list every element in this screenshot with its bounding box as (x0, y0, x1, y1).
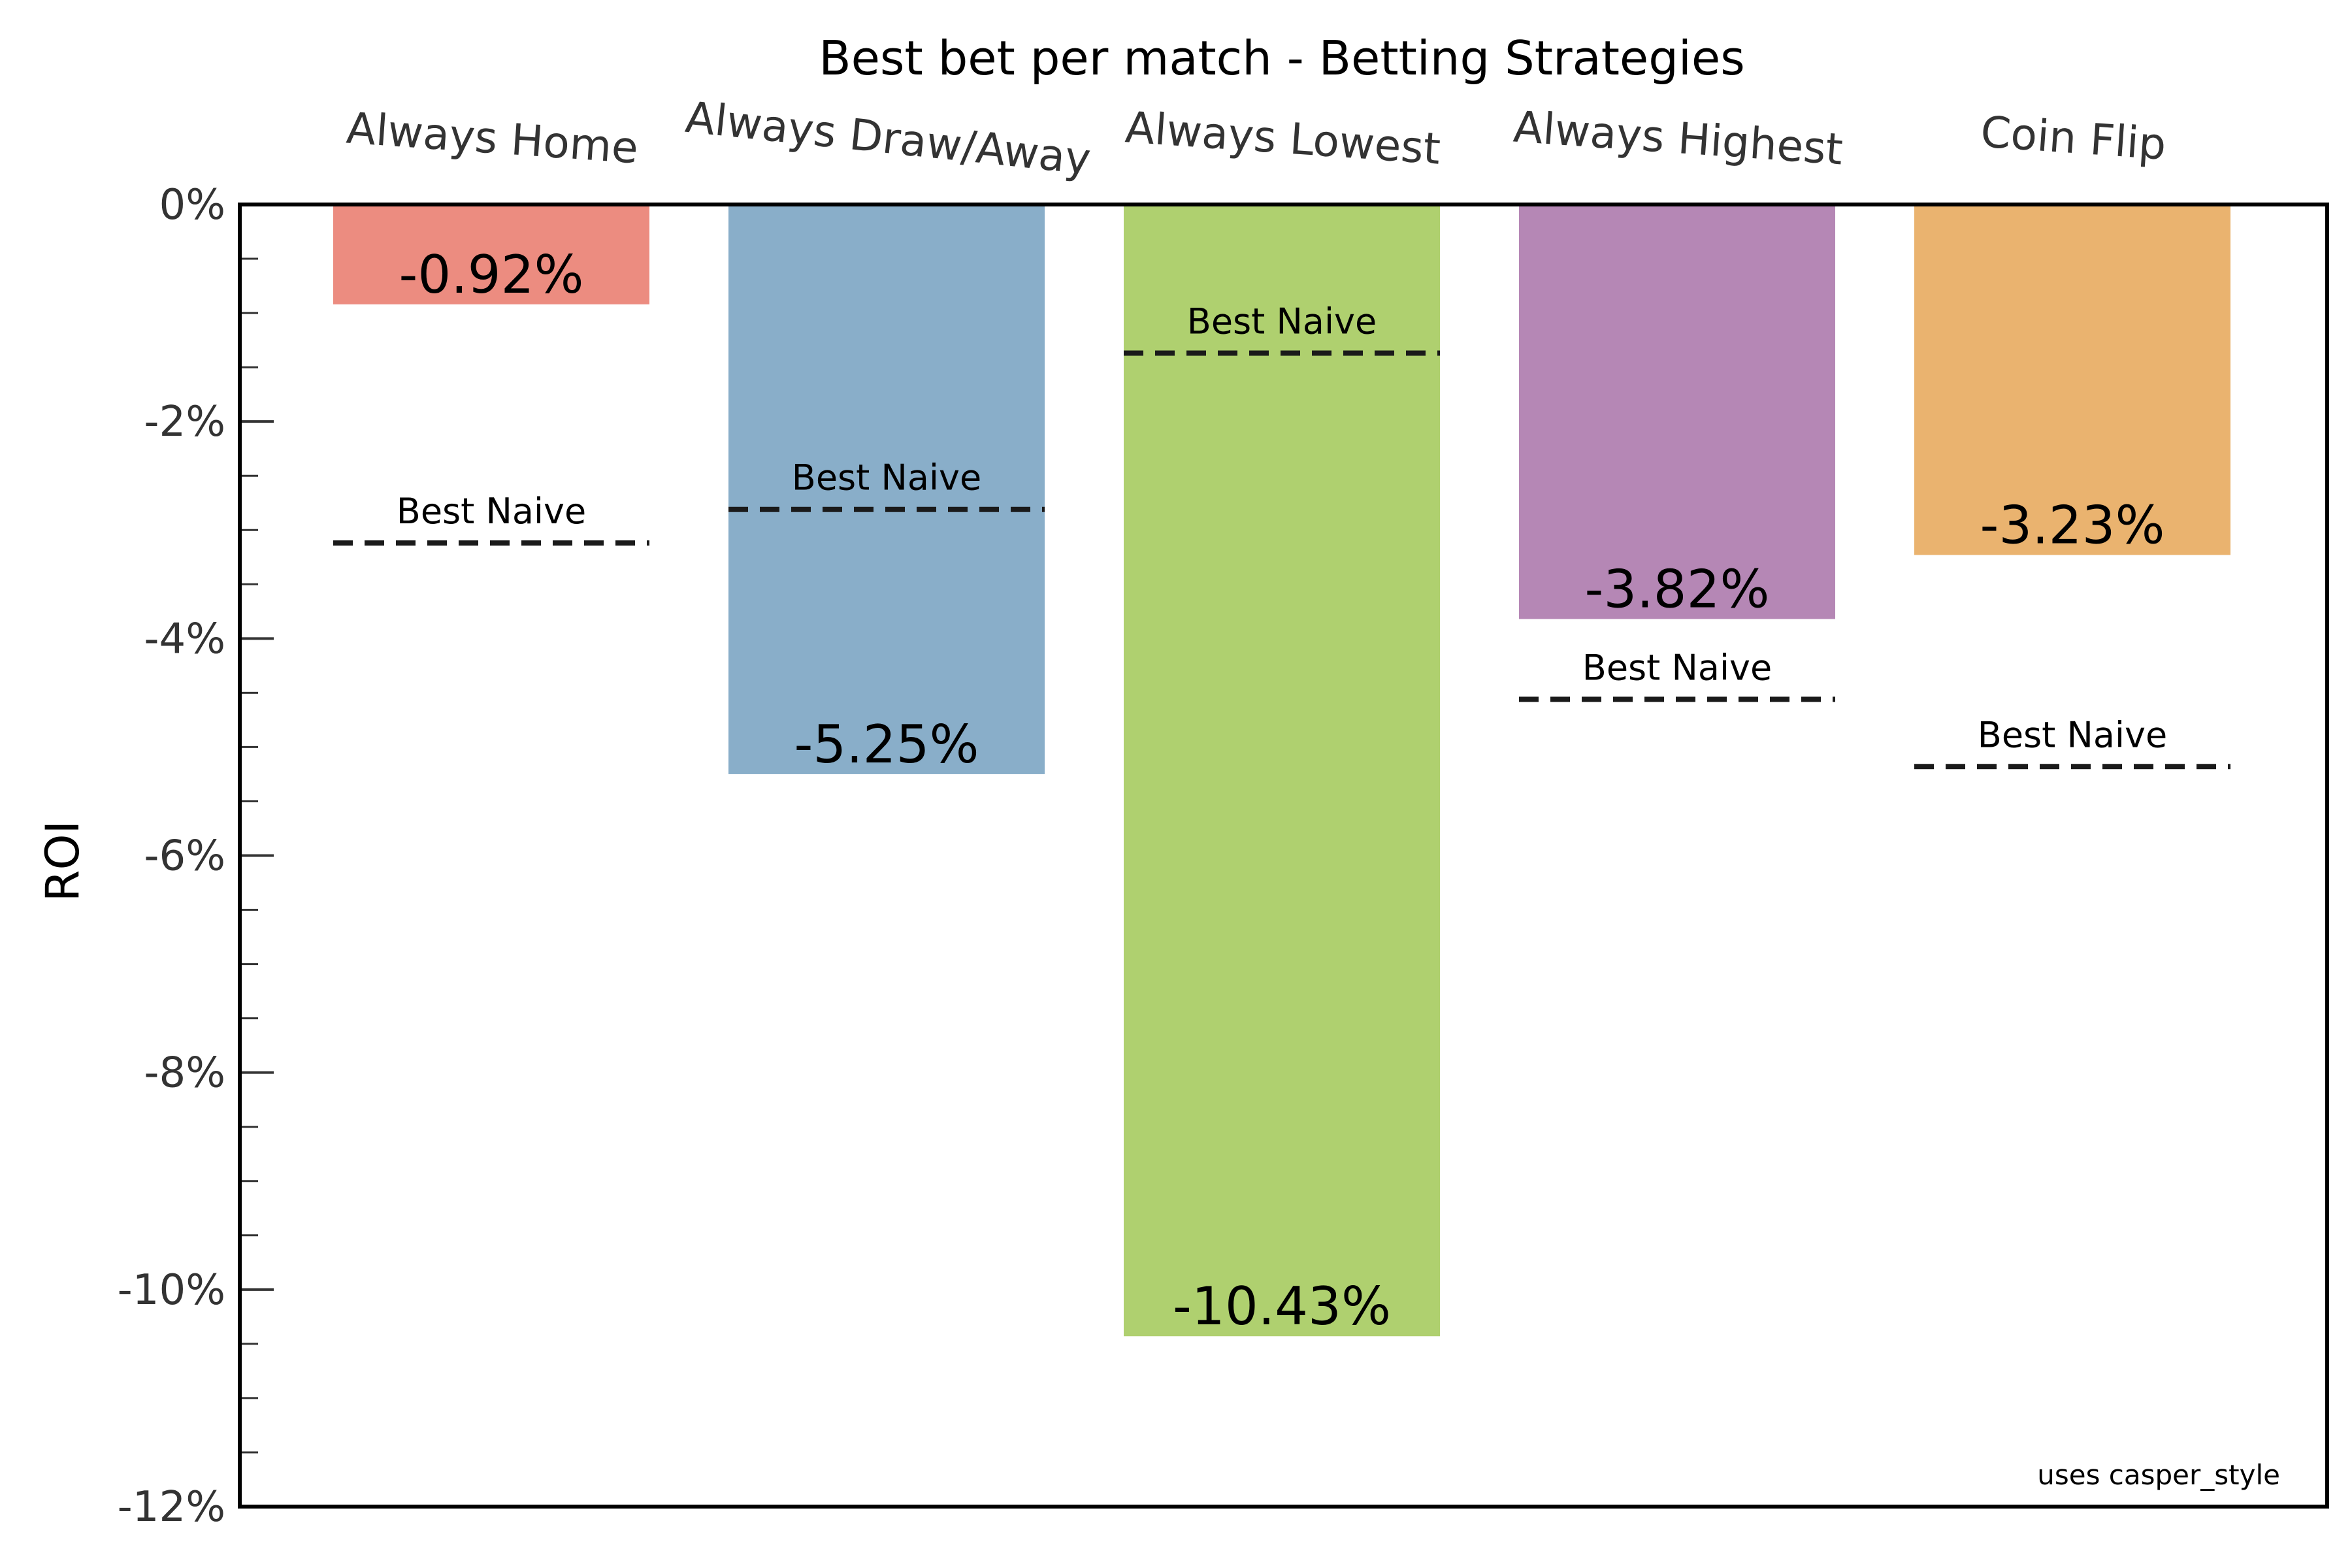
chart-title: Best bet per match - Betting Strategies (819, 31, 1744, 86)
bar-value-label: -10.43% (1173, 1276, 1391, 1337)
best-naive-label: Best Naive (792, 457, 981, 498)
bar-coin-flip (1914, 204, 2230, 555)
bars-layer: -0.92% -5.25% -10.43% -3.82% -3.23% (333, 204, 2230, 1337)
best-naive-label: Best Naive (1978, 714, 2167, 755)
y-tick-label: -4% (144, 615, 225, 663)
bar-value-label: -3.23% (1980, 495, 2164, 555)
y-axis: 0% -2% -4% -6% -8% -10% -12% (118, 181, 274, 1531)
bar-value-label: -0.92% (399, 244, 583, 305)
y-tick-label: -6% (144, 832, 225, 881)
bar-value-label: -3.82% (1584, 559, 1769, 619)
best-naive-label: Best Naive (1187, 301, 1377, 342)
bar-always-draw-away (728, 204, 1045, 774)
best-naive-layer: Best Naive Best Naive Best Naive Best Naive… (333, 301, 2230, 770)
y-axis-label: ROI (36, 821, 90, 902)
y-tick-label: -10% (118, 1266, 225, 1315)
bar-value-label: -5.25% (794, 714, 979, 775)
y-tick-label: -2% (144, 398, 225, 446)
best-naive-label: Best Naive (397, 491, 586, 532)
best-naive-label: Best Naive (1582, 647, 1772, 688)
style-footnote: uses casper_style (2037, 1459, 2280, 1491)
bar-always-lowest (1124, 204, 1440, 1337)
y-tick-label: 0% (159, 181, 225, 229)
plot-frame (238, 203, 2329, 1509)
bar-always-home (333, 204, 649, 304)
y-tick-label: -8% (144, 1049, 225, 1098)
y-tick-label: -12% (118, 1483, 225, 1531)
bar-always-highest (1519, 204, 1835, 619)
